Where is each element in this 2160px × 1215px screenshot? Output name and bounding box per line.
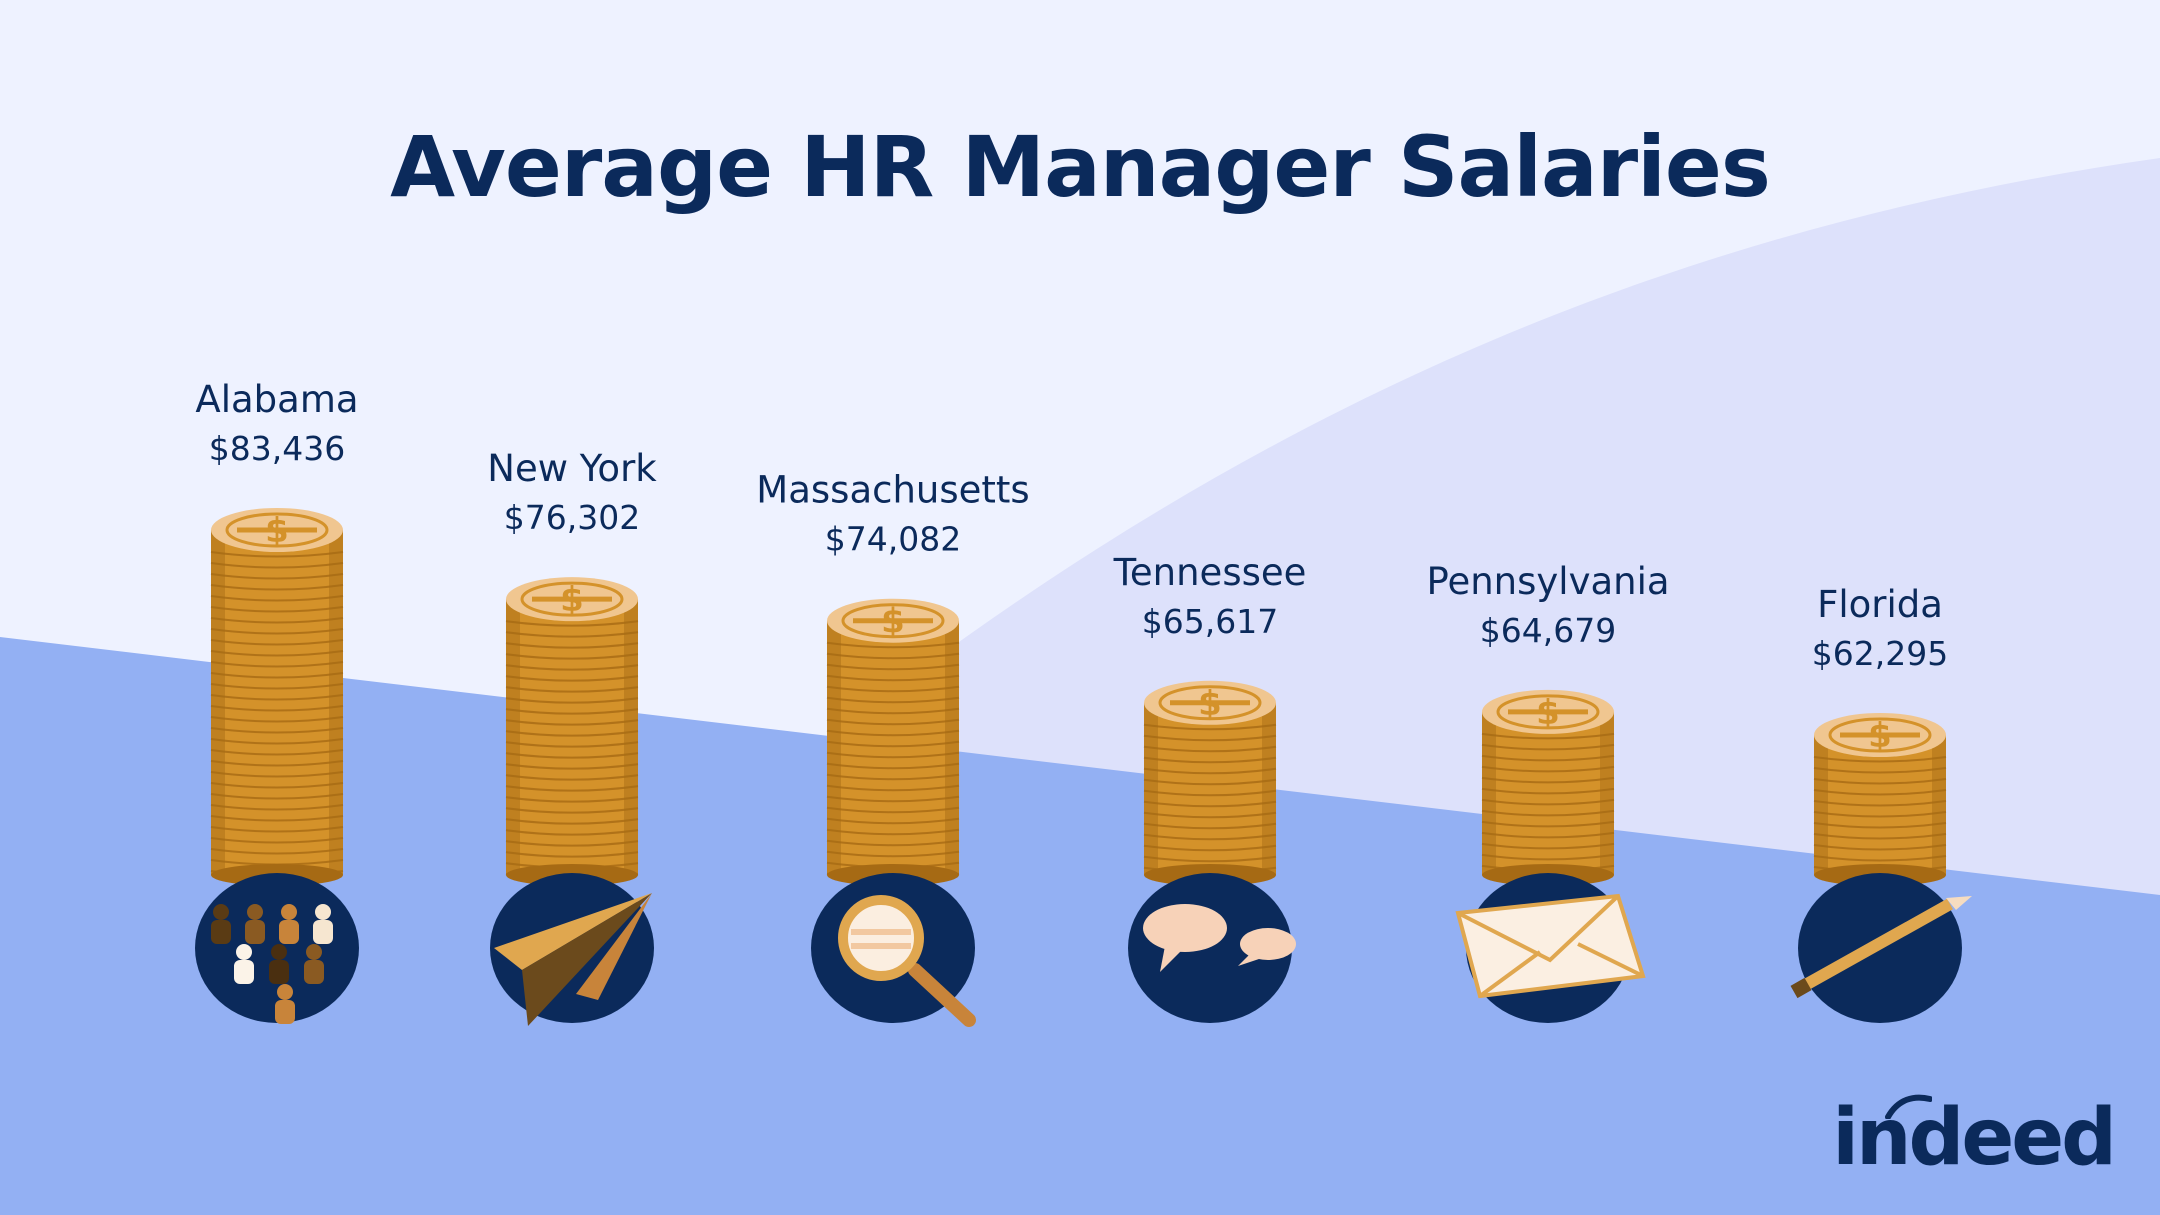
coin-stack-new-york: $ [505,577,639,886]
state-label: Florida [1817,583,1943,626]
state-label: Pennsylvania [1426,560,1669,603]
page-title: Average HR Manager Salaries [390,118,1771,216]
state-label: Massachusetts [756,469,1029,512]
coin-stack-alabama: $ [210,508,344,886]
salary-value-label: $62,295 [1812,634,1948,673]
salary-value-label: $64,679 [1480,611,1616,650]
magnifier-icon [811,873,976,1027]
salary-value-label: $83,436 [209,429,345,468]
salary-value-label: $65,617 [1142,602,1278,641]
pencil-icon [1790,873,1972,1023]
coin-stack-florida: $ [1813,713,1947,886]
salary-value-label: $76,302 [504,498,640,537]
coin-stack-massachusetts: $ [826,598,960,886]
coin-stack-pennsylvania: $ [1481,689,1615,886]
brand-logo: indeed [1832,1093,2117,1183]
state-label: Alabama [195,378,358,421]
salary-value-label: $74,082 [825,520,961,559]
people-icon [195,873,359,1024]
speech-bubbles-icon [1128,873,1296,1023]
envelope-icon [1455,873,1646,1023]
state-label: Tennessee [1113,551,1307,594]
logo-arc-icon [1885,1094,1932,1119]
state-label: New York [487,447,657,490]
coin-stack-tennessee: $ [1143,680,1277,886]
paper-plane-icon [490,873,654,1026]
